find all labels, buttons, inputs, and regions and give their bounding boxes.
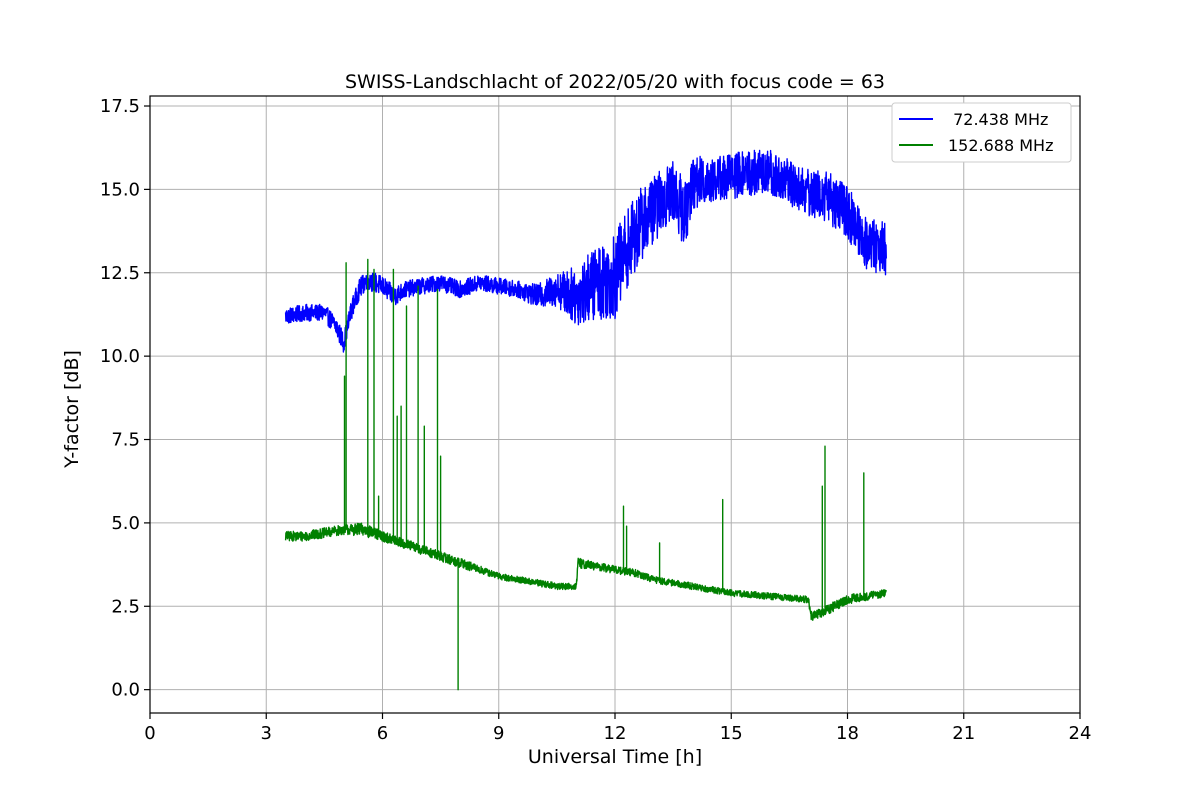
x-tick-label: 9 [493, 723, 504, 744]
grid-layer [149, 96, 1081, 713]
x-tick-label: 24 [1069, 723, 1092, 744]
x-axis-label: Universal Time [h] [528, 746, 702, 768]
y-tick-label: 0.0 [111, 680, 140, 701]
legend-label-series-1: 72.438 MHz [948, 110, 1048, 129]
y-tick-label: 5.0 [111, 513, 140, 534]
legend-label-series-2: 152.688 MHz [948, 136, 1053, 155]
x-tick-label: 18 [836, 723, 859, 744]
x-tick-label: 3 [261, 723, 272, 744]
y-tick-label: 7.5 [111, 430, 140, 451]
series-layer [284, 149, 887, 691]
x-tick-label: 15 [720, 723, 743, 744]
y-tick-label: 15.0 [100, 179, 140, 200]
x-tick-label: 21 [952, 723, 975, 744]
chart-title: SWISS-Landschlacht of 2022/05/20 with fo… [345, 71, 885, 93]
legend-box [891, 102, 1072, 163]
y-tick-label: 17.5 [100, 96, 140, 117]
y-tick-label: 2.5 [111, 596, 140, 617]
y-tick-label: 12.5 [100, 263, 140, 284]
y-tick-label: 10.0 [100, 346, 140, 367]
x-tick-label: 0 [144, 723, 155, 744]
y-axis-label: Y-factor [dB] [61, 350, 83, 469]
series-line-2 [284, 258, 887, 691]
x-tick-label: 6 [377, 723, 388, 744]
legend: 72.438 MHz 152.688 MHz [891, 102, 1072, 163]
ticks-layer: 0 3 6 9 12 15 18 21 24 0.0 2.5 5.0 7.5 10.0 12.5 15.0 17… [100, 96, 1092, 744]
series-line-1 [284, 149, 887, 353]
x-tick-label: 12 [604, 723, 627, 744]
